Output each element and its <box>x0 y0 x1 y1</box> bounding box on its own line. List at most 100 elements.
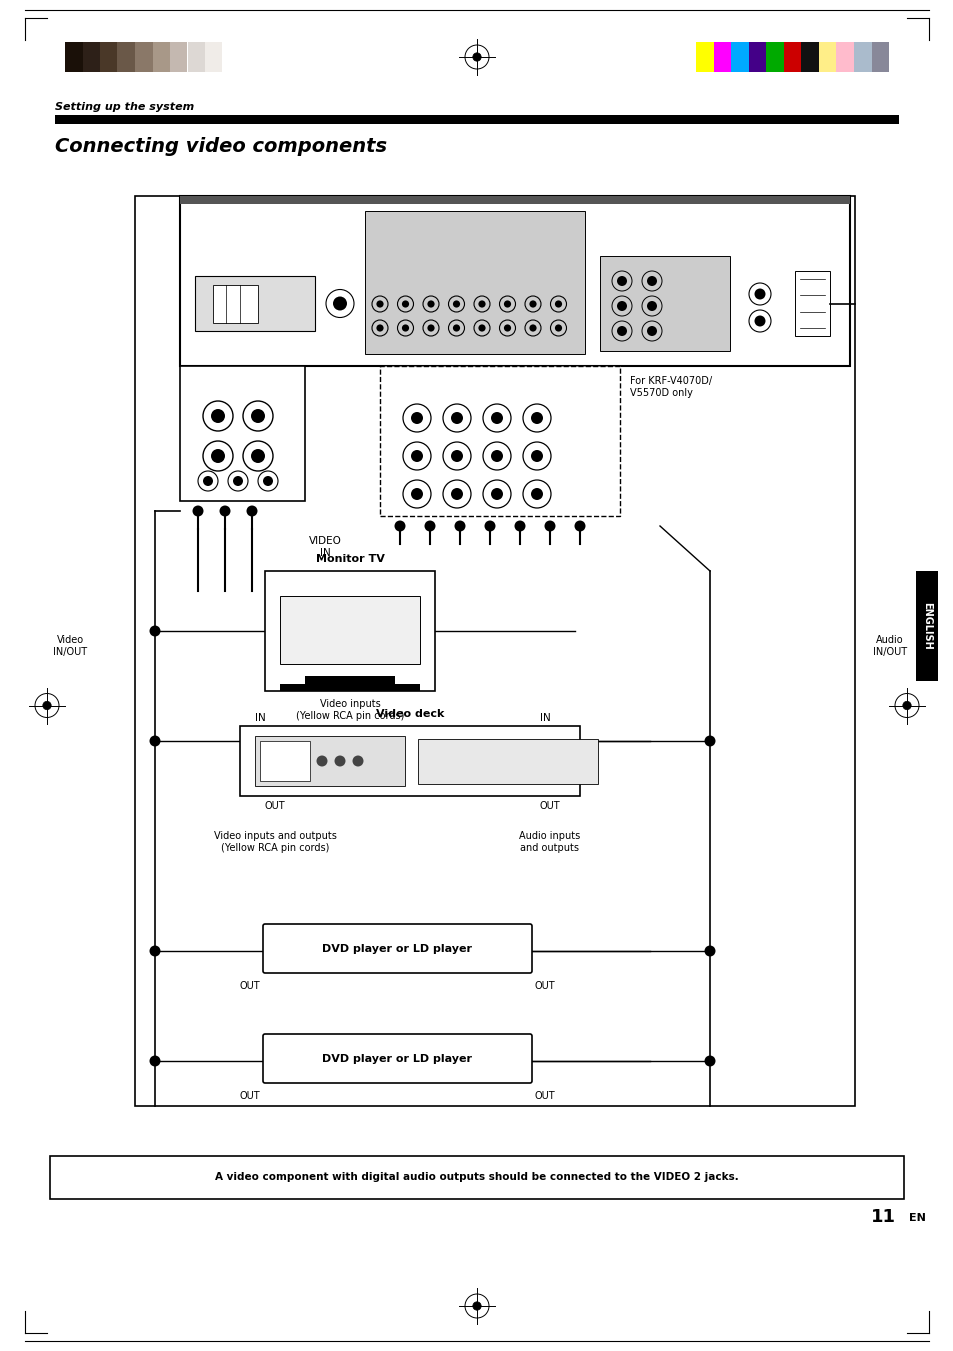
Bar <box>783 42 801 72</box>
Circle shape <box>491 450 502 462</box>
Circle shape <box>395 520 405 531</box>
Circle shape <box>503 300 511 308</box>
FancyBboxPatch shape <box>263 1034 532 1084</box>
Circle shape <box>263 476 273 486</box>
Text: OUT: OUT <box>239 1092 260 1101</box>
Circle shape <box>211 409 225 423</box>
Circle shape <box>150 946 160 957</box>
Circle shape <box>219 505 231 516</box>
Circle shape <box>251 449 265 463</box>
Bar <box>748 42 765 72</box>
Circle shape <box>316 755 327 766</box>
Circle shape <box>477 324 485 331</box>
Bar <box>240 725 579 796</box>
Circle shape <box>514 520 525 531</box>
Circle shape <box>703 946 715 957</box>
Circle shape <box>491 412 502 424</box>
Circle shape <box>150 735 160 747</box>
Bar <box>188 42 205 72</box>
Text: A video component with digital audio outputs should be connected to the VIDEO 2 : A video component with digital audio out… <box>214 1173 739 1182</box>
Circle shape <box>646 301 657 311</box>
Text: Video deck: Video deck <box>375 709 444 719</box>
Text: Video
IN/OUT: Video IN/OUT <box>52 635 87 657</box>
Circle shape <box>754 289 764 300</box>
Circle shape <box>333 296 347 311</box>
Circle shape <box>150 626 160 636</box>
Bar <box>100 42 117 72</box>
Circle shape <box>376 324 383 331</box>
Circle shape <box>473 53 480 61</box>
Circle shape <box>617 276 626 286</box>
Circle shape <box>411 450 422 462</box>
Text: Setting up the system: Setting up the system <box>55 101 194 112</box>
Circle shape <box>529 324 536 331</box>
Circle shape <box>503 324 511 331</box>
Circle shape <box>617 326 626 336</box>
Circle shape <box>453 324 459 331</box>
Circle shape <box>617 301 626 311</box>
Circle shape <box>411 488 422 500</box>
Bar <box>853 42 871 72</box>
Bar <box>713 42 731 72</box>
Circle shape <box>376 300 383 308</box>
Circle shape <box>427 324 435 331</box>
Circle shape <box>491 488 502 500</box>
Circle shape <box>451 488 462 500</box>
Circle shape <box>233 476 243 486</box>
Bar <box>915 570 937 681</box>
Bar <box>265 571 435 690</box>
Text: EN: EN <box>908 1213 925 1223</box>
Circle shape <box>477 300 485 308</box>
Circle shape <box>754 316 764 327</box>
Circle shape <box>484 520 495 531</box>
Bar <box>280 684 419 690</box>
Bar <box>213 285 257 323</box>
Circle shape <box>401 324 409 331</box>
Circle shape <box>531 450 542 462</box>
Bar <box>731 42 748 72</box>
Text: IN: IN <box>539 713 550 723</box>
Circle shape <box>646 326 657 336</box>
Text: VIDEO
IN: VIDEO IN <box>308 536 341 558</box>
Bar <box>180 366 305 501</box>
Text: Connecting video components: Connecting video components <box>55 136 387 155</box>
Circle shape <box>246 505 257 516</box>
Circle shape <box>401 300 409 308</box>
Bar <box>254 736 405 786</box>
Circle shape <box>544 520 555 531</box>
Bar <box>379 366 619 516</box>
Bar <box>205 42 222 72</box>
Text: DVD player or LD player: DVD player or LD player <box>322 1054 472 1063</box>
Bar <box>50 1156 903 1198</box>
Bar <box>280 596 419 663</box>
Circle shape <box>454 520 465 531</box>
Circle shape <box>574 520 585 531</box>
Bar <box>82 42 100 72</box>
Text: Audio
IN/OUT: Audio IN/OUT <box>872 635 906 657</box>
Circle shape <box>451 450 462 462</box>
Circle shape <box>424 520 435 531</box>
FancyBboxPatch shape <box>263 924 532 973</box>
Circle shape <box>473 1302 480 1310</box>
Bar <box>194 276 314 331</box>
Bar <box>765 42 783 72</box>
Bar <box>65 42 82 72</box>
Bar <box>180 196 849 204</box>
Bar <box>170 42 188 72</box>
Circle shape <box>203 476 213 486</box>
Bar <box>599 255 729 351</box>
Text: Video inputs and outputs
(Yellow RCA pin cords): Video inputs and outputs (Yellow RCA pin… <box>213 831 336 852</box>
Bar <box>180 196 849 366</box>
Circle shape <box>555 324 561 331</box>
Text: ENGLISH: ENGLISH <box>921 601 931 650</box>
Text: IN: IN <box>254 713 265 723</box>
Bar <box>117 42 135 72</box>
Circle shape <box>902 701 910 709</box>
Circle shape <box>411 412 422 424</box>
Text: OUT: OUT <box>539 801 559 811</box>
Text: Audio inputs
and outputs: Audio inputs and outputs <box>518 831 580 852</box>
Circle shape <box>451 412 462 424</box>
Bar <box>794 272 829 336</box>
Circle shape <box>531 412 542 424</box>
Bar <box>222 42 240 72</box>
